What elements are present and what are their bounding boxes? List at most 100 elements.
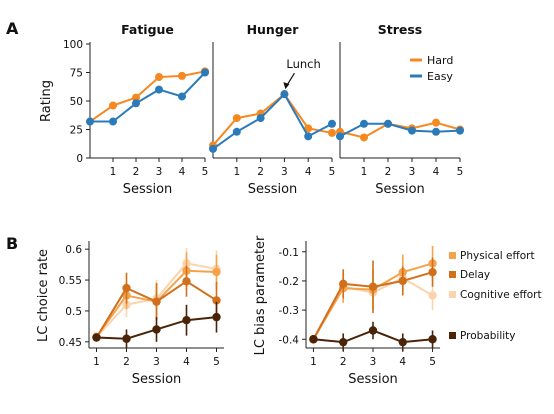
series-easy: [86, 68, 209, 126]
data-point: [155, 73, 163, 82]
data-point: [428, 267, 437, 277]
data-point: [132, 93, 140, 102]
x-axis-label: Session: [123, 182, 173, 197]
y-tick-label: 0.55: [59, 275, 82, 287]
data-point: [328, 119, 336, 128]
x-tick-label: 5: [457, 166, 464, 178]
x-axis-label: Session: [248, 182, 298, 197]
data-point: [132, 99, 140, 108]
chart-3: 1 2 3 4 5 Stress Session Hard Easy: [336, 22, 464, 197]
data-point: [155, 85, 163, 94]
data-point: [428, 291, 437, 300]
data-point: [280, 90, 289, 99]
x-tick-label: 3: [281, 166, 288, 178]
y-tick-label: -0.1: [279, 247, 300, 259]
chart-title: Fatigue: [121, 22, 174, 37]
data-point: [201, 68, 209, 77]
x-tick-label: 1: [110, 166, 117, 178]
data-point: [304, 124, 313, 133]
data-point: [336, 132, 344, 141]
y-tick-label: 25: [70, 125, 83, 137]
y-tick-label: 0.45: [59, 337, 82, 349]
x-tick-label: 1: [310, 356, 317, 368]
panel-label-a: A: [6, 19, 19, 38]
x-tick-label: 4: [399, 356, 406, 368]
x-tick-label: 5: [329, 166, 336, 178]
data-point: [182, 316, 191, 325]
x-tick-label: 5: [429, 356, 436, 368]
y-tick-label: -0.2: [279, 276, 300, 288]
data-point: [456, 126, 464, 135]
data-point: [152, 297, 161, 306]
panel-label-b: B: [6, 234, 18, 253]
series-hard: [209, 90, 336, 150]
data-point: [212, 312, 221, 322]
x-tick-label: 2: [385, 166, 392, 178]
x-tick-label: 2: [257, 166, 264, 178]
data-point: [212, 296, 221, 305]
y-tick-label: -0.3: [279, 305, 300, 317]
legend-swatch: [449, 291, 456, 298]
data-point: [432, 127, 440, 136]
data-point: [339, 337, 348, 347]
data-point: [339, 279, 348, 289]
series-line: [90, 71, 206, 123]
y-tick-label: 0.5: [65, 306, 82, 318]
data-point: [398, 276, 407, 286]
legend-label: Delay: [460, 269, 490, 281]
series-line: [339, 122, 461, 138]
x-tick-label: 2: [133, 166, 140, 178]
x-tick-label: 5: [202, 166, 209, 178]
legend-label: Probability: [460, 330, 516, 342]
x-axis-label: Session: [348, 372, 398, 387]
y-tick-label: -0.4: [279, 334, 300, 346]
legend-label: Easy: [427, 70, 453, 83]
x-axis-label: Session: [132, 372, 182, 387]
data-point: [360, 119, 368, 128]
data-point: [122, 283, 131, 293]
data-point: [209, 144, 217, 153]
data-point: [432, 118, 440, 127]
legend-swatch: [449, 271, 456, 278]
y-tick-label: 100: [63, 39, 83, 51]
chart-1: 0 25 50 75 100 1 2 3 4 5 Fatigue Session Rating: [39, 22, 209, 197]
x-axis-label: Session: [375, 182, 425, 197]
series-line: [212, 92, 333, 150]
annotation-arrowhead: [283, 82, 290, 90]
chart-4: 0.45 0.5 0.55 0.6 1 2 3 4 5 Session LC choice rate: [36, 241, 224, 387]
data-point: [368, 326, 378, 335]
chart-5: -0.4 -0.3 -0.2 -0.1 1 2 3 4 5 Session LC bias para…: [253, 235, 542, 387]
data-point: [232, 114, 241, 123]
x-tick-label: 1: [93, 356, 100, 368]
data-point: [384, 119, 392, 128]
data-point: [360, 133, 368, 142]
series-hard: [336, 118, 464, 142]
x-tick-label: 3: [409, 166, 416, 178]
y-axis-label: LC bias parameter: [253, 235, 268, 355]
series-line: [339, 121, 461, 139]
data-point: [428, 335, 437, 344]
annotation-label: Lunch: [286, 57, 320, 71]
data-point: [178, 71, 186, 80]
legend-swatch: [449, 332, 456, 339]
x-tick-label: 1: [361, 166, 368, 178]
legend-swatch: [449, 252, 456, 259]
x-tick-label: 4: [179, 166, 186, 178]
chart-title: Hunger: [247, 22, 300, 37]
data-point: [152, 325, 161, 334]
series-probability: [309, 321, 437, 351]
data-point: [178, 92, 186, 101]
y-axis-label: Rating: [39, 80, 54, 122]
y-tick-label: 50: [70, 96, 83, 108]
x-tick-label: 1: [233, 166, 240, 178]
legend-label: Hard: [427, 54, 453, 67]
y-axis-label: LC choice rate: [36, 249, 51, 342]
x-tick-label: 4: [433, 166, 440, 178]
x-tick-label: 4: [183, 356, 190, 368]
series-line: [212, 92, 333, 147]
data-point: [309, 335, 318, 344]
data-point: [109, 117, 117, 126]
data-point: [86, 117, 94, 126]
